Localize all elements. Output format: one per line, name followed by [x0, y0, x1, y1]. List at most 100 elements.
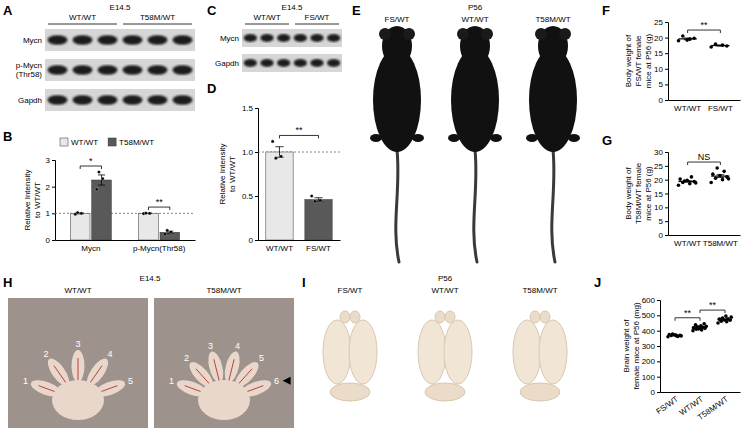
tick-label: 1.0 [242, 148, 254, 157]
tick: p-Mycn(Thr58) [133, 244, 186, 253]
blot-band [327, 59, 340, 67]
data-point [313, 200, 316, 203]
mouse [526, 26, 580, 262]
data-point [681, 34, 685, 38]
axis-title: Body weight of [624, 34, 633, 87]
group-underline [245, 24, 289, 25]
error-bar [722, 319, 728, 320]
x-axis: WT/WTFS/WT [669, 101, 741, 113]
tick: WT/WT [266, 244, 293, 253]
blot-band [148, 95, 168, 105]
panel-label: I [302, 275, 306, 290]
tick: 200 [642, 357, 660, 366]
blot-band [148, 65, 168, 75]
digit-label: 1 [169, 376, 174, 386]
tick: 2 [46, 183, 55, 192]
tick: 1.0 [242, 148, 258, 157]
significance-bracket [700, 310, 725, 313]
axis-title: mice at P56 (g) [644, 166, 653, 221]
significance-bracket [688, 162, 721, 165]
tick-label: 25 [654, 162, 663, 171]
hemisphere [444, 320, 472, 384]
blot-band [277, 59, 290, 67]
tick-label: 1 [46, 209, 51, 218]
axis-line [669, 235, 741, 236]
data-point [677, 183, 681, 187]
photo-label: FS/WT [385, 15, 410, 24]
tick: Mycn [81, 244, 100, 253]
group-label: WT/WT [69, 13, 96, 22]
digit-label: 4 [235, 341, 240, 351]
digit-label: 3 [208, 341, 213, 351]
mean-line [678, 38, 696, 39]
tick: 1 [46, 209, 55, 218]
data-point [677, 39, 681, 43]
row-label: (Thr58) [16, 70, 43, 79]
blot-strip [242, 29, 342, 47]
tick-mark [665, 221, 668, 222]
blot-band [148, 35, 168, 45]
panel-label: F [602, 3, 610, 18]
digit-label: 4 [108, 349, 113, 359]
bar [70, 213, 90, 240]
tick: 3 [46, 156, 55, 165]
tick: 0.5 [242, 192, 258, 201]
data-point [144, 211, 147, 214]
group-underline [123, 24, 192, 25]
tick: 30 [654, 148, 668, 157]
tick-mark [665, 69, 668, 70]
axis-title: Brain weight of [622, 319, 631, 373]
data-point [163, 233, 166, 236]
panel-label: C [207, 3, 217, 18]
row-label: p-Mycn [16, 61, 42, 70]
axis-title: mice at P56 (g) [644, 34, 653, 89]
figure: B0123Mycnp-Mycn(Thr58)Relative Intensity… [0, 0, 745, 430]
tick: FS/WT [306, 244, 331, 253]
y-axis: 051015202530 [654, 148, 668, 240]
tick-mark [657, 315, 660, 316]
bar [305, 200, 332, 240]
tick: 1.5 [242, 104, 258, 113]
data-point [166, 229, 169, 232]
mouse-tail [474, 150, 477, 262]
mouse-ear [457, 28, 469, 40]
significance-bracket [80, 166, 101, 169]
data-point [678, 177, 682, 181]
data-point [274, 157, 277, 160]
blot-band [98, 65, 118, 75]
stage-label: E14.5 [282, 3, 303, 12]
significance-label: NS [698, 152, 711, 162]
photo-label: T58M/WT [522, 286, 557, 295]
tick-label: p-Mycn(Thr58) [133, 244, 186, 253]
axis-line [255, 109, 259, 241]
tick: 400 [642, 327, 660, 336]
blot-band [173, 95, 193, 105]
x-axis: Mycn p-Mycn(Thr58) [56, 241, 196, 253]
tick-label: 0 [659, 231, 664, 240]
error-bar [716, 175, 724, 178]
mouse [370, 26, 424, 262]
stage-label: P56 [468, 3, 483, 12]
tick-mark [665, 207, 668, 208]
tick-label: FS/WT [708, 104, 733, 113]
tick-label: 600 [642, 296, 656, 305]
tick: WT/WT [674, 239, 701, 248]
tick-mark [665, 100, 668, 101]
row-label: Mycn [220, 34, 239, 43]
tick: 10 [654, 203, 668, 212]
axis-line [657, 301, 661, 393]
blot-band [310, 34, 323, 42]
arrowhead [283, 377, 291, 385]
tick-label: 0 [249, 236, 254, 245]
axis-line [665, 153, 669, 236]
group-label: WT/WT [253, 13, 280, 22]
error-bar [275, 147, 283, 158]
tick-label: 15 [654, 190, 663, 199]
data-point [95, 188, 98, 191]
tick-label: 25 [654, 18, 663, 27]
significance-bracket [148, 207, 169, 210]
tick-label: 1.5 [242, 104, 254, 113]
blot-band [294, 59, 307, 67]
palm [52, 380, 104, 420]
tick-mark [665, 22, 668, 23]
